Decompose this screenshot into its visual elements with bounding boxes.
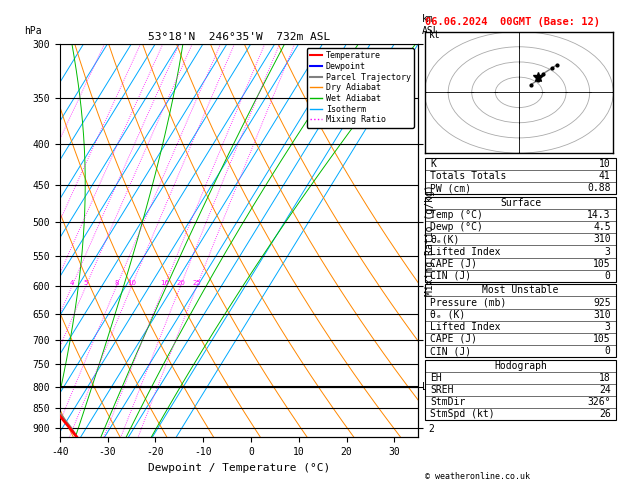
Text: Dewp (°C): Dewp (°C) [430,222,483,232]
Text: 105: 105 [593,334,611,344]
Text: 3: 3 [605,246,611,257]
Text: Pressure (mb): Pressure (mb) [430,297,507,308]
Text: 0: 0 [605,271,611,281]
Text: hPa: hPa [24,26,42,36]
Text: 925: 925 [593,297,611,308]
Text: Mixing Ratio (g/kg): Mixing Ratio (g/kg) [425,185,435,296]
Text: 310: 310 [593,310,611,320]
Text: km
ASL: km ASL [422,14,440,36]
Text: Surface: Surface [500,198,541,208]
Text: CIN (J): CIN (J) [430,346,472,356]
Text: CIN (J): CIN (J) [430,271,472,281]
Text: 20: 20 [176,280,185,286]
Text: 8: 8 [114,280,119,286]
Text: 24: 24 [599,385,611,395]
Text: 26: 26 [599,409,611,419]
Text: 3: 3 [605,322,611,332]
Text: Most Unstable: Most Unstable [482,285,559,295]
Text: Hodograph: Hodograph [494,361,547,371]
Text: 18: 18 [599,373,611,383]
Text: 10: 10 [127,280,136,286]
Text: K: K [430,159,436,169]
Text: 14.3: 14.3 [587,210,611,220]
Text: θₑ (K): θₑ (K) [430,310,465,320]
Text: Lifted Index: Lifted Index [430,246,501,257]
Text: StmSpd (kt): StmSpd (kt) [430,409,495,419]
Text: 16: 16 [160,280,169,286]
Text: CAPE (J): CAPE (J) [430,334,477,344]
Text: 310: 310 [593,234,611,244]
Text: 4: 4 [70,280,74,286]
Text: StmDir: StmDir [430,397,465,407]
Text: © weatheronline.co.uk: © weatheronline.co.uk [425,472,530,481]
Text: θₑ(K): θₑ(K) [430,234,460,244]
Text: 4.5: 4.5 [593,222,611,232]
Text: 10: 10 [599,159,611,169]
Text: 0: 0 [605,346,611,356]
X-axis label: Dewpoint / Temperature (°C): Dewpoint / Temperature (°C) [148,463,330,473]
Text: kt: kt [430,30,441,40]
Text: 25: 25 [192,280,201,286]
Text: 0.88: 0.88 [587,183,611,193]
Text: 06.06.2024  00GMT (Base: 12): 06.06.2024 00GMT (Base: 12) [425,17,599,27]
Title: 53°18'N  246°35'W  732m ASL: 53°18'N 246°35'W 732m ASL [148,32,330,42]
Text: Totals Totals: Totals Totals [430,171,507,181]
Text: PW (cm): PW (cm) [430,183,472,193]
Text: SREH: SREH [430,385,454,395]
Text: 41: 41 [599,171,611,181]
Text: EH: EH [430,373,442,383]
Text: 326°: 326° [587,397,611,407]
Text: 105: 105 [593,259,611,269]
Legend: Temperature, Dewpoint, Parcel Trajectory, Dry Adiabat, Wet Adiabat, Isotherm, Mi: Temperature, Dewpoint, Parcel Trajectory… [306,48,414,127]
Text: LCL: LCL [422,382,440,392]
Text: Temp (°C): Temp (°C) [430,210,483,220]
Text: 5: 5 [84,280,88,286]
Text: Lifted Index: Lifted Index [430,322,501,332]
Text: CAPE (J): CAPE (J) [430,259,477,269]
